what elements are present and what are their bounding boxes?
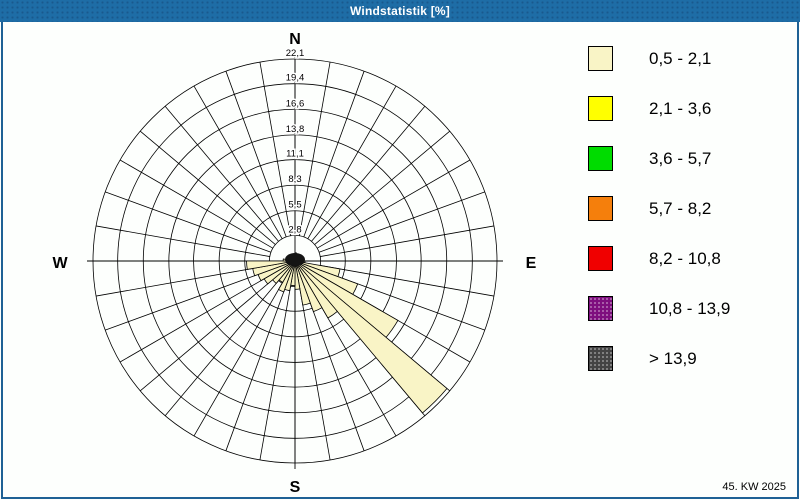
legend-item-label: 2,1 - 3,6	[649, 98, 712, 118]
grid-spoke	[164, 280, 279, 416]
legend-item: 8,2 - 10,8	[588, 245, 721, 272]
legend-item-label: 3,6 - 5,7	[649, 148, 712, 168]
grid-spoke	[259, 61, 291, 236]
grid-spoke	[193, 282, 283, 437]
grid-spoke	[299, 286, 331, 461]
grid-spoke	[303, 71, 365, 238]
legend-item: 2,1 - 3,6	[588, 95, 711, 122]
legend-swatch	[588, 196, 613, 221]
grid-spoke	[119, 159, 274, 249]
title-bar: Windstatistik [%]	[0, 0, 800, 22]
page-title: Windstatistik [%]	[350, 4, 450, 18]
ring-value-label: 22,1	[286, 48, 305, 59]
compass-label-east: E	[526, 255, 537, 272]
legend-swatch	[588, 246, 613, 271]
grid-spoke	[259, 286, 291, 461]
legend-item-label: > 13,9	[649, 348, 697, 368]
ring-value-label: 11,1	[286, 149, 304, 160]
compass-label-west: W	[52, 255, 68, 272]
grid-spoke	[225, 284, 287, 451]
compass-label-south: S	[290, 479, 301, 496]
legend-item: 3,6 - 5,7	[588, 145, 711, 172]
grid-spoke	[320, 225, 495, 257]
legend-item-label: 5,7 - 8,2	[649, 198, 712, 218]
legend-item: > 13,9	[588, 345, 697, 372]
wind-sector	[294, 260, 301, 290]
week-label: 45. KW 2025	[722, 481, 786, 493]
legend-item: 10,8 - 13,9	[588, 295, 730, 322]
ring-value-label: 8,3	[288, 174, 301, 185]
grid-spoke	[193, 85, 283, 240]
grid-spoke	[303, 284, 365, 451]
wind-sector	[246, 260, 296, 270]
ring-value-label: 19,4	[286, 73, 305, 84]
grid-spoke	[307, 85, 397, 240]
legend-swatch	[588, 46, 613, 71]
grid-spoke	[140, 277, 276, 392]
grid-spoke	[299, 61, 331, 236]
wind-sector	[294, 260, 311, 306]
legend-swatch	[588, 96, 613, 121]
grid-spoke	[119, 273, 274, 363]
grid-spoke	[318, 191, 485, 253]
grid-spoke	[95, 265, 270, 297]
grid-spoke	[164, 106, 279, 242]
grid-spoke	[105, 191, 272, 253]
grid-spoke	[95, 225, 270, 257]
legend-item-label: 8,2 - 10,8	[649, 248, 721, 268]
ring-value-label: 2,8	[288, 224, 301, 235]
wind-sector	[294, 260, 323, 313]
grid-spoke	[320, 265, 495, 297]
wind-sector	[294, 260, 448, 414]
grid-spoke	[314, 130, 450, 245]
grid-spoke	[140, 130, 276, 245]
legend-item-label: 0,5 - 2,1	[649, 48, 712, 68]
compass-label-north: N	[289, 31, 301, 48]
wind-sector	[294, 260, 338, 319]
legend-swatch	[588, 146, 613, 171]
grid-spoke	[105, 269, 272, 331]
grid-spoke	[316, 159, 471, 249]
ring-value-label: 13,8	[286, 124, 305, 135]
legend-item: 5,7 - 8,2	[588, 195, 711, 222]
grid-spoke	[311, 106, 426, 242]
center-calm-cluster	[285, 253, 305, 266]
ring-value-label: 16,6	[286, 98, 305, 109]
ring-value-label: 5,5	[288, 200, 301, 211]
grid-spoke	[225, 71, 287, 238]
legend-item-label: 10,8 - 13,9	[649, 298, 731, 318]
legend-swatch	[588, 346, 613, 371]
legend-swatch	[588, 296, 613, 321]
legend-item: 0,5 - 2,1	[588, 45, 711, 72]
